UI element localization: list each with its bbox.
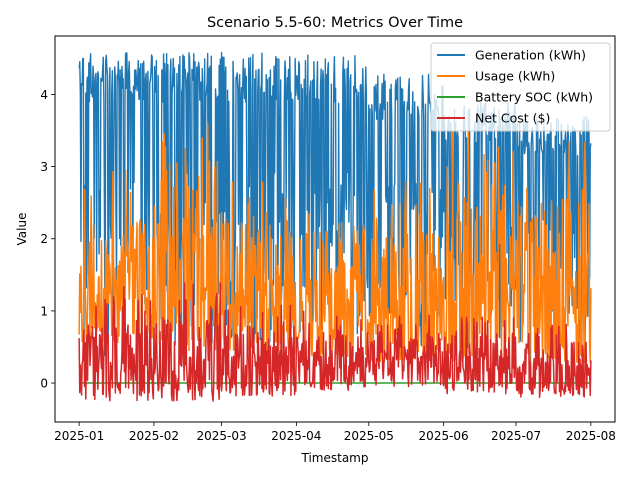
legend-label-3: Battery SOC (kWh) <box>475 90 593 105</box>
x-axis-label: Timestamp <box>301 451 369 465</box>
x-axis: 2025-01 2025-02 2025-03 2025-04 2025-05 2025-… <box>54 422 616 443</box>
chart-title: Scenario 5.5-60: Metrics Over Time <box>207 15 463 31</box>
y-tick-label: 2 <box>40 232 48 246</box>
x-tick-label: 2025-08 <box>566 429 616 443</box>
y-axis: 0 1 2 3 4 <box>40 88 55 391</box>
y-tick-label: 0 <box>40 377 48 391</box>
x-tick-label: 2025-02 <box>129 429 179 443</box>
y-tick-label: 4 <box>40 88 48 102</box>
x-tick-label: 2025-06 <box>419 429 469 443</box>
x-tick-label: 2025-07 <box>491 429 541 443</box>
plot-frame <box>54 35 616 423</box>
legend-label-2: Usage (kWh) <box>475 69 555 84</box>
y-tick-label: 3 <box>40 160 48 174</box>
legend-label-4: Net Cost ($) <box>475 111 550 126</box>
y-axis-label: Value <box>15 213 29 246</box>
legend-box <box>430 42 611 132</box>
series-line-4 <box>78 282 592 402</box>
x-tick-label: 2025-05 <box>344 429 394 443</box>
x-tick-label: 2025-04 <box>271 429 321 443</box>
legend: Generation (kWh) Usage (kWh) Battery SOC (… <box>430 42 611 132</box>
x-tick-label: 2025-01 <box>54 429 104 443</box>
series-line-2 <box>78 123 592 364</box>
x-tick-label: 2025-03 <box>196 429 246 443</box>
legend-label-1: Generation (kWh) <box>475 48 586 63</box>
y-tick-label: 1 <box>40 304 48 318</box>
